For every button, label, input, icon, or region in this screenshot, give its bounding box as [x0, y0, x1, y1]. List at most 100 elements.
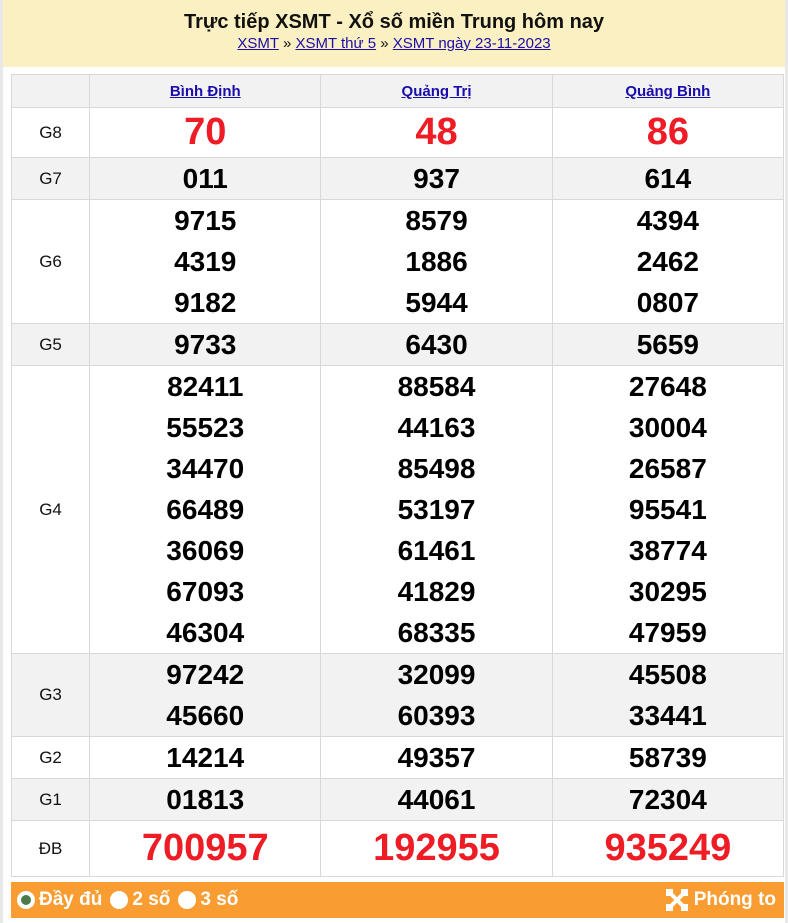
prize-number: 5944 — [405, 287, 468, 318]
breadcrumb-xsmt-thu-5[interactable]: XSMT thứ 5 — [295, 35, 377, 52]
prize-cell: 9715 4319 9182 — [89, 199, 322, 324]
prize-cell: 97242 45660 — [89, 653, 322, 737]
province-header: Quảng Trị — [320, 74, 553, 108]
prize-number: 53197 — [397, 494, 476, 525]
prize-row-g8: G8 70 48 86 — [10, 107, 785, 158]
radio-icon — [178, 891, 197, 909]
prize-number: 86 — [646, 111, 689, 153]
prize-cell: 48 — [320, 107, 553, 158]
prize-number: 97242 — [166, 659, 245, 690]
province-header: Quảng Bình — [551, 74, 785, 108]
prize-row-g4: G4 82411 55523 34470 66489 36069 67093 46304 885… — [10, 365, 785, 654]
display-options-bar: Đầy đủ 2 số 3 số Phóng to — [11, 882, 784, 918]
zoom-label: Phóng to — [693, 889, 776, 910]
prize-number: 32099 — [397, 659, 476, 690]
prize-number: 41829 — [397, 576, 476, 607]
prize-number: 67093 — [166, 576, 245, 607]
prize-number: 66489 — [166, 494, 245, 525]
prize-number: 44061 — [397, 784, 476, 815]
prize-cell: 614 — [551, 157, 785, 200]
prize-cell: 82411 55523 34470 66489 36069 67093 46304 — [89, 365, 322, 654]
prize-cell: 011 — [89, 157, 322, 200]
prize-number: 85498 — [397, 453, 476, 484]
prize-cell: 45508 33441 — [551, 653, 785, 737]
breadcrumb-xsmt-date[interactable]: XSMT ngày 23-11-2023 — [392, 35, 551, 52]
prize-number: 4394 — [636, 205, 699, 236]
prize-cell: 86 — [551, 107, 785, 158]
prize-number: 33441 — [628, 700, 707, 731]
prize-number: 27648 — [628, 371, 707, 402]
prize-cell: 70 — [89, 107, 322, 158]
prize-label: ĐB — [10, 820, 91, 877]
prize-row-g1: G1 01813 44061 72304 — [10, 778, 785, 821]
prize-number: 192955 — [373, 827, 500, 869]
province-header-row: Bình Định Quảng Trị Quảng Bình — [10, 74, 785, 108]
prize-cell: 937 — [320, 157, 553, 200]
prize-cell: 5659 — [551, 323, 785, 366]
option-label: 3 số — [200, 889, 239, 910]
prize-number: 30004 — [628, 412, 707, 443]
prize-number: 82411 — [167, 371, 244, 402]
option-2-digits[interactable]: 2 số — [110, 889, 170, 911]
prize-cell: 01813 — [89, 778, 322, 821]
province-link-quang-binh[interactable]: Quảng Bình — [625, 82, 711, 100]
prize-number: 45660 — [166, 700, 245, 731]
prize-number: 60393 — [397, 700, 476, 731]
prize-label: G2 — [10, 736, 91, 779]
prize-number: 2462 — [636, 246, 699, 277]
prize-cell: 935249 — [551, 820, 785, 877]
prize-cell: 192955 — [320, 820, 553, 877]
prize-number: 26587 — [628, 453, 707, 484]
prize-number: 011 — [182, 163, 228, 194]
prize-cell: 700957 — [89, 820, 322, 877]
prize-cell: 32099 60393 — [320, 653, 553, 737]
breadcrumb-separator: » — [282, 35, 292, 52]
province-link-quang-tri[interactable]: Quảng Trị — [401, 82, 472, 100]
prize-number: 614 — [644, 163, 692, 194]
prize-number: 0807 — [636, 287, 699, 318]
prize-number: 88584 — [397, 371, 476, 402]
corner-cell — [10, 74, 91, 108]
prize-number: 95541 — [628, 494, 707, 525]
prize-number: 38774 — [628, 535, 707, 566]
prize-number: 47959 — [628, 617, 707, 648]
radio-icon — [110, 891, 129, 909]
province-link-binh-dinh[interactable]: Bình Định — [169, 82, 241, 100]
option-3-digits[interactable]: 3 số — [178, 889, 238, 911]
prize-row-g2: G2 14214 49357 58739 — [10, 736, 785, 779]
prize-cell: 49357 — [320, 736, 553, 779]
prize-number: 5659 — [636, 329, 699, 360]
prize-number: 9715 — [174, 205, 237, 236]
prize-label: G1 — [10, 778, 91, 821]
prize-label: G8 — [10, 107, 91, 158]
prize-number: 61461 — [397, 535, 476, 566]
prize-label: G4 — [10, 365, 91, 654]
results-table: Bình Định Quảng Trị Quảng Bình G8 70 48 86 G… — [10, 74, 785, 877]
prize-row-đb: ĐB 700957 192955 935249 — [10, 820, 785, 877]
prize-cell: 88584 44163 85498 53197 61461 41829 68335 — [320, 365, 553, 654]
page-title: Trực tiếp XSMT - Xổ số miền Trung hôm na… — [183, 11, 605, 33]
prize-number: 9182 — [174, 287, 237, 318]
prize-number: 700957 — [141, 827, 269, 869]
prize-number: 1886 — [405, 246, 468, 277]
prize-label: G6 — [10, 199, 91, 324]
prize-cell: 9733 — [89, 323, 322, 366]
breadcrumb-xsmt[interactable]: XSMT — [237, 35, 279, 52]
prize-number: 6430 — [405, 329, 468, 360]
prize-number: 46304 — [166, 617, 245, 648]
prize-number: 45508 — [628, 659, 707, 690]
prize-label: G5 — [10, 323, 91, 366]
zoom-button[interactable]: Phóng to — [665, 889, 776, 911]
province-header: Bình Định — [89, 74, 322, 108]
prize-cell: 8579 1886 5944 — [320, 199, 553, 324]
prize-number: 72304 — [628, 784, 707, 815]
prize-number: 48 — [415, 111, 458, 153]
prize-cell: 72304 — [551, 778, 785, 821]
expand-icon — [665, 889, 688, 911]
prize-number: 937 — [413, 163, 460, 194]
prize-number: 68335 — [397, 617, 476, 648]
option-label: Đầy đủ — [39, 889, 103, 910]
option-full[interactable]: Đầy đủ — [17, 889, 102, 911]
prize-number: 49357 — [397, 742, 476, 773]
